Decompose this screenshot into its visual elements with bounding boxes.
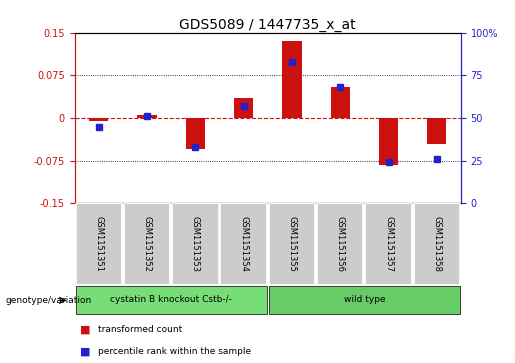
Text: GSM1151353: GSM1151353 [191,216,200,272]
Bar [76,203,122,285]
Text: GSM1151354: GSM1151354 [239,216,248,272]
Text: GSM1151358: GSM1151358 [432,216,441,272]
Text: GSM1151352: GSM1151352 [143,216,151,272]
Text: genotype/variation: genotype/variation [5,296,91,305]
Text: ■: ■ [80,325,90,335]
Text: GSM1151351: GSM1151351 [94,216,104,272]
Text: ■: ■ [80,346,90,356]
Bar [379,118,398,164]
Text: GSM1151357: GSM1151357 [384,216,393,272]
Bar [427,118,447,144]
Text: wild type: wild type [344,295,385,304]
Text: cystatin B knockout Cstb-/-: cystatin B knockout Cstb-/- [110,295,232,304]
Bar [414,203,460,285]
Text: percentile rank within the sample: percentile rank within the sample [98,347,251,356]
Bar [220,203,267,285]
Text: GSM1151356: GSM1151356 [336,216,345,272]
Bar [138,115,157,118]
Bar [269,203,315,285]
Text: transformed count: transformed count [98,326,182,334]
Bar [124,203,170,285]
Bar [282,41,302,118]
Bar [365,203,411,285]
Bar [269,286,460,314]
Bar [172,203,218,285]
Bar [76,286,267,314]
Bar [186,118,205,149]
Bar [331,87,350,118]
Bar [234,98,253,118]
Bar [317,203,364,285]
Bar [89,118,109,121]
Text: GSM1151355: GSM1151355 [287,216,297,272]
Title: GDS5089 / 1447735_x_at: GDS5089 / 1447735_x_at [180,18,356,32]
